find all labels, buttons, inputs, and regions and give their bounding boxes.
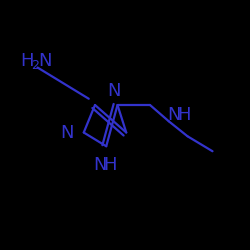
Text: N: N bbox=[107, 82, 120, 100]
Text: H: H bbox=[103, 156, 117, 174]
Text: N: N bbox=[39, 52, 52, 70]
Text: H: H bbox=[177, 106, 190, 124]
Text: N: N bbox=[93, 156, 107, 174]
Text: N: N bbox=[167, 106, 180, 124]
Text: H: H bbox=[20, 52, 34, 70]
Text: N: N bbox=[61, 124, 74, 142]
Text: 2: 2 bbox=[31, 59, 39, 72]
